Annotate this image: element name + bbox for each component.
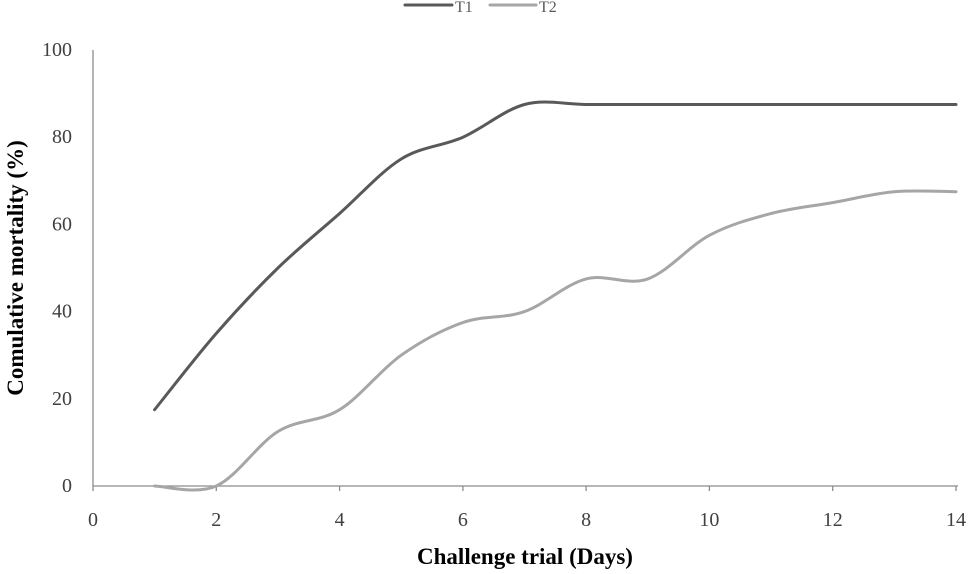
y-tick-label: 60 — [52, 213, 72, 235]
series-lines — [153, 100, 958, 492]
x-axis-title: Challenge trial (Days) — [417, 544, 633, 569]
legend-label-t1: T1 — [455, 0, 473, 16]
data-point-t1 — [276, 266, 280, 270]
data-point-t2 — [399, 353, 403, 357]
data-point-t1 — [338, 212, 342, 216]
series-line-t2 — [153, 189, 958, 492]
data-point-t2 — [954, 190, 958, 194]
x-axis-ticks: 0 2 4 6 8 10 12 14 — [88, 486, 966, 531]
y-tick-label: 20 — [52, 388, 72, 410]
data-point-t2 — [214, 484, 218, 488]
data-point-t1 — [461, 135, 465, 139]
x-tick-label: 12 — [823, 509, 843, 531]
data-point-t2 — [769, 212, 773, 216]
data-point-t2 — [338, 408, 342, 412]
x-tick-label: 10 — [699, 509, 719, 531]
data-point-t1 — [523, 103, 527, 107]
data-point-t1 — [153, 408, 157, 412]
data-point-t1 — [892, 103, 896, 107]
series-line-t1 — [153, 100, 958, 412]
data-point-t1 — [399, 157, 403, 161]
data-point-t1 — [769, 103, 773, 107]
data-point-t2 — [523, 310, 527, 314]
y-tick-label: 80 — [52, 126, 72, 148]
data-point-t2 — [584, 277, 588, 281]
x-tick-label: 2 — [211, 509, 221, 531]
legend-label-t2: T2 — [539, 0, 557, 16]
x-tick-label: 6 — [458, 509, 468, 531]
data-point-t2 — [831, 201, 835, 205]
x-tick-label: 0 — [88, 509, 98, 531]
data-point-t2 — [276, 430, 280, 434]
x-tick-label: 14 — [946, 509, 966, 531]
y-axis-title: Comulative mortality (%) — [3, 140, 28, 396]
data-point-t2 — [153, 484, 157, 488]
y-axis-ticks: 0 20 40 60 80 100 — [42, 39, 72, 497]
data-point-t1 — [214, 331, 218, 335]
data-point-t1 — [954, 103, 958, 107]
data-point-t2 — [461, 321, 465, 325]
x-tick-label: 8 — [581, 509, 591, 531]
data-point-t2 — [707, 233, 711, 237]
x-tick-label: 4 — [335, 509, 345, 531]
y-tick-label: 40 — [52, 301, 72, 323]
y-tick-label: 100 — [42, 39, 72, 61]
data-point-t1 — [584, 103, 588, 107]
data-point-t1 — [831, 103, 835, 107]
data-point-t2 — [646, 277, 650, 281]
data-point-t1 — [707, 103, 711, 107]
data-point-t2 — [892, 190, 896, 194]
legend: T1 T2 — [403, 0, 557, 16]
y-tick-label: 0 — [62, 475, 72, 497]
data-point-t1 — [646, 103, 650, 107]
